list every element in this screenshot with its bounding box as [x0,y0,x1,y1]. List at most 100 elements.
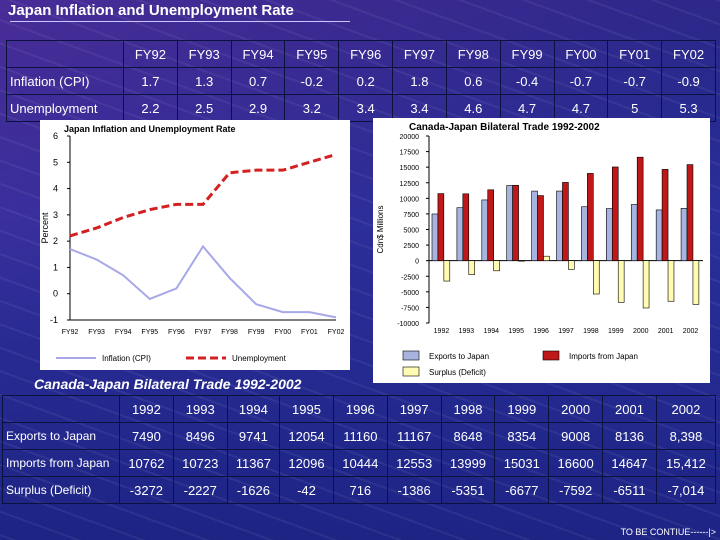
x-tick-label: FY98 [221,329,238,336]
inflation-table-cell: 4.6 [445,94,501,122]
bar [512,184,519,261]
trade-table-cell: -1626 [226,476,281,504]
trade-table-cell: -7592 [548,476,604,504]
trade-table-header-cell: 1998 [440,395,496,423]
trade-table-header-cell: 1999 [494,395,550,423]
trade-table-cell: -3272 [119,476,174,504]
x-tick-label: 2001 [658,328,674,335]
inflation-table-cell: 3.4 [392,94,447,122]
bar [493,260,500,272]
inflation-table-header-cell: FY96 [338,40,394,68]
bar [531,190,538,261]
legend-label: Imports from Japan [569,352,638,361]
y-tick-label: -5000 [401,290,419,297]
inflation-table-cell: -0.7 [607,67,663,95]
trade-table-cell: 10762 [119,449,174,477]
y-tick-label: 3 [53,210,58,220]
bar [630,204,638,261]
inflation-table-cell: 3.2 [284,94,340,122]
inflation-table-cell: 1.3 [176,67,232,95]
x-tick-label: FY95 [141,329,158,336]
trade-table-cell: 10444 [332,449,388,477]
bar [462,193,470,261]
bar [556,190,563,261]
trade-table-cell: 15031 [494,449,550,477]
x-tick-label: 2000 [633,328,649,335]
x-tick-label: 1996 [533,328,549,335]
trade-table-row: Exports to Japan 7490 8496 9741 12054 11160 11… [2,422,717,450]
bar [468,260,475,275]
chart-title: Canada-Japan Bilateral Trade 1992-2002 [409,122,600,133]
trade-bar-chart: Canada-Japan Bilateral Trade 1992-2002 -1… [373,118,710,383]
bar [692,260,700,305]
inflation-table-header-cell: FY99 [499,40,555,68]
x-tick-label: 1994 [483,328,499,335]
trade-section-title: Canada-Japan Bilateral Trade 1992-2002 [34,376,302,392]
trade-table-cell: 9741 [226,422,281,450]
y-tick-label: 5000 [403,228,419,235]
x-tick-label: 1992 [434,328,450,335]
y-tick-label: -1 [50,315,58,325]
y-tick-label: -10000 [397,321,419,328]
inflation-table-header-cell: FY02 [661,40,716,68]
trade-table-cell: 16600 [548,449,604,477]
inflation-table-cell: 2.2 [123,94,178,122]
trade-table-cell: 8496 [172,422,228,450]
inflation-table-cell: 3.4 [338,94,394,122]
legend-label: Surplus (Deficit) [429,368,486,377]
bar [680,208,688,261]
trade-table-cell: 8136 [602,422,657,450]
y-axis-label: Percent [40,212,50,244]
trade-table-cell: 14647 [602,449,657,477]
y-tick-label: 20000 [400,134,420,141]
trade-table-header-cell: 1997 [386,395,442,423]
trade-table-cell: 11160 [332,422,388,450]
inflation-table-header-cell [6,40,124,68]
inflation-table-header-cell: FY98 [445,40,501,68]
bar [456,207,464,261]
inflation-table-row-label: Inflation (CPI) [6,67,124,95]
x-tick-label: 1997 [558,328,574,335]
bar [667,260,675,302]
legend-label: Inflation (CPI) [102,354,151,363]
bar [593,260,600,295]
trade-table-cell: 12054 [279,422,334,450]
inflation-table-cell: -0.7 [553,67,609,95]
bar [487,189,494,261]
trade-table-cell: 10723 [172,449,228,477]
x-tick-label: FY92 [62,329,79,336]
bar [661,169,669,261]
trade-table-cell: 8354 [494,422,550,450]
y-tick-label: 0 [53,289,58,299]
x-tick-label: FY99 [248,329,265,336]
trade-table-cell: 11167 [386,422,442,450]
inflation-table-header-cell: FY94 [230,40,286,68]
bar [655,209,663,261]
inflation-table-cell: -0.4 [499,67,555,95]
x-tick-label: 2002 [683,328,699,335]
inflation-table-header-cell: FY95 [284,40,340,68]
inflation-table-row: Inflation (CPI) 1.7 1.3 0.7 -0.2 0.2 1.8 0.6 -0.… [6,67,716,95]
y-tick-label: 7500 [403,212,419,219]
y-tick-label: 12500 [400,181,420,188]
bar [562,182,569,261]
bar [431,213,439,261]
trade-table-row-label: Exports to Japan [2,422,120,450]
trade-table-row: Imports from Japan 10762 10723 11367 12096 10… [2,449,717,477]
bar [568,260,575,270]
trade-table-cell: -1386 [386,476,442,504]
inflation-table-header-cell: FY00 [553,40,609,68]
y-tick-label: 0 [415,259,419,266]
bar [617,260,625,303]
series-line [69,244,337,319]
slide-title: Japan Inflation and Unemployment Rate [8,2,294,19]
continue-link[interactable]: TO BE CONTIUE------|> [620,527,716,537]
trade-table-row-label: Imports from Japan [2,449,120,477]
trade-bar-chart-svg: Canada-Japan Bilateral Trade 1992-2002 -1… [376,122,703,377]
inflation-table-row: Unemployment 2.2 2.5 2.9 3.2 3.4 3.4 4.6 4.7 4.7 5… [6,94,716,122]
inflation-table-cell: 2.9 [230,94,286,122]
y-tick-label: 5 [53,157,58,167]
bar [543,255,550,261]
inflation-table-cell: -0.2 [284,67,340,95]
trade-table-cell: 12096 [279,449,334,477]
